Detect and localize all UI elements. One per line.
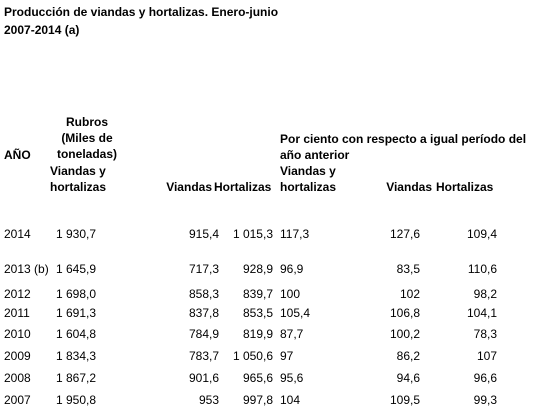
cell: 98,2 (473, 287, 497, 301)
cell: 109,4 (466, 227, 497, 241)
cell: 104 (280, 393, 301, 407)
year-cell: 2014 (4, 227, 31, 241)
cell: 105,4 (280, 306, 311, 320)
column-header: Viandas (166, 180, 212, 194)
cell: 109,5 (389, 393, 420, 407)
cell: 1 698,0 (56, 287, 97, 301)
cell: 1 930,7 (56, 227, 97, 241)
year-cell: 2008 (4, 371, 31, 385)
cell: 127,6 (389, 227, 420, 241)
cell: 858,3 (188, 287, 219, 301)
cell: 106,8 (389, 306, 420, 320)
cell: 915,4 (188, 227, 219, 241)
cell: 83,5 (396, 262, 420, 276)
cell: 117,3 (280, 227, 310, 241)
cell: 110,6 (467, 262, 497, 276)
cell: 99,3 (473, 393, 497, 407)
cell: 784,9 (188, 327, 219, 341)
year-cell: 2013 (b) (4, 262, 49, 276)
cell: 96,6 (473, 371, 497, 385)
year-cell: 2011 (4, 306, 30, 320)
column-header: Viandas y hortalizas (50, 164, 107, 194)
cell: 86,2 (396, 349, 420, 363)
title: Producción de viandas y hortalizas. Ener… (4, 5, 279, 19)
cell: 104,1 (466, 306, 497, 320)
subtitle: 2007-2014 (a) (4, 23, 80, 37)
cell: 853,5 (242, 306, 273, 320)
cell: 1 867,2 (56, 371, 97, 385)
year-cell: 2007 (4, 393, 31, 407)
cell: 717,3 (188, 262, 219, 276)
cell: 100,2 (389, 327, 420, 341)
cell: 1 691,3 (56, 306, 97, 320)
cell: 953 (198, 393, 219, 407)
year-cell: 2009 (4, 349, 31, 363)
cell: 97 (280, 349, 294, 363)
cell: 1 950,8 (56, 393, 97, 407)
cell: 901,6 (188, 371, 219, 385)
cell: 1 834,3 (56, 349, 97, 363)
group-header: Por ciento con respecto a igual período … (280, 132, 527, 162)
cell: 94,6 (396, 371, 420, 385)
cell: 819,9 (242, 327, 273, 341)
cell: 783,7 (188, 349, 219, 363)
year-cell: 2010 (4, 327, 31, 341)
column-header: Hortalizas (436, 180, 494, 194)
year-cell: 2012 (4, 287, 31, 301)
column-header: Viandas (386, 180, 432, 194)
cell: 1 015,3 (232, 227, 273, 241)
cell: 839,7 (242, 287, 273, 301)
cell: 1 645,9 (56, 262, 97, 276)
cell: 997,8 (242, 393, 273, 407)
cell: 100 (280, 287, 301, 301)
cell: 96,9 (280, 262, 304, 276)
column-header: Hortalizas (214, 180, 272, 194)
cell: 928,9 (242, 262, 273, 276)
cell: 107 (476, 349, 497, 363)
column-header: Viandas y hortalizas (280, 164, 337, 194)
cell: 102 (399, 287, 420, 301)
cell: 78,3 (473, 327, 497, 341)
group-header: Rubros (Miles de toneladas) (56, 115, 117, 161)
cell: 95,6 (280, 371, 304, 385)
cell: 1 604,8 (56, 327, 97, 341)
year-header: AÑO (4, 148, 31, 162)
cell: 965,6 (242, 371, 273, 385)
cell: 87,7 (280, 327, 304, 341)
cell: 837,8 (188, 306, 219, 320)
cell: 1 050,6 (232, 349, 273, 363)
